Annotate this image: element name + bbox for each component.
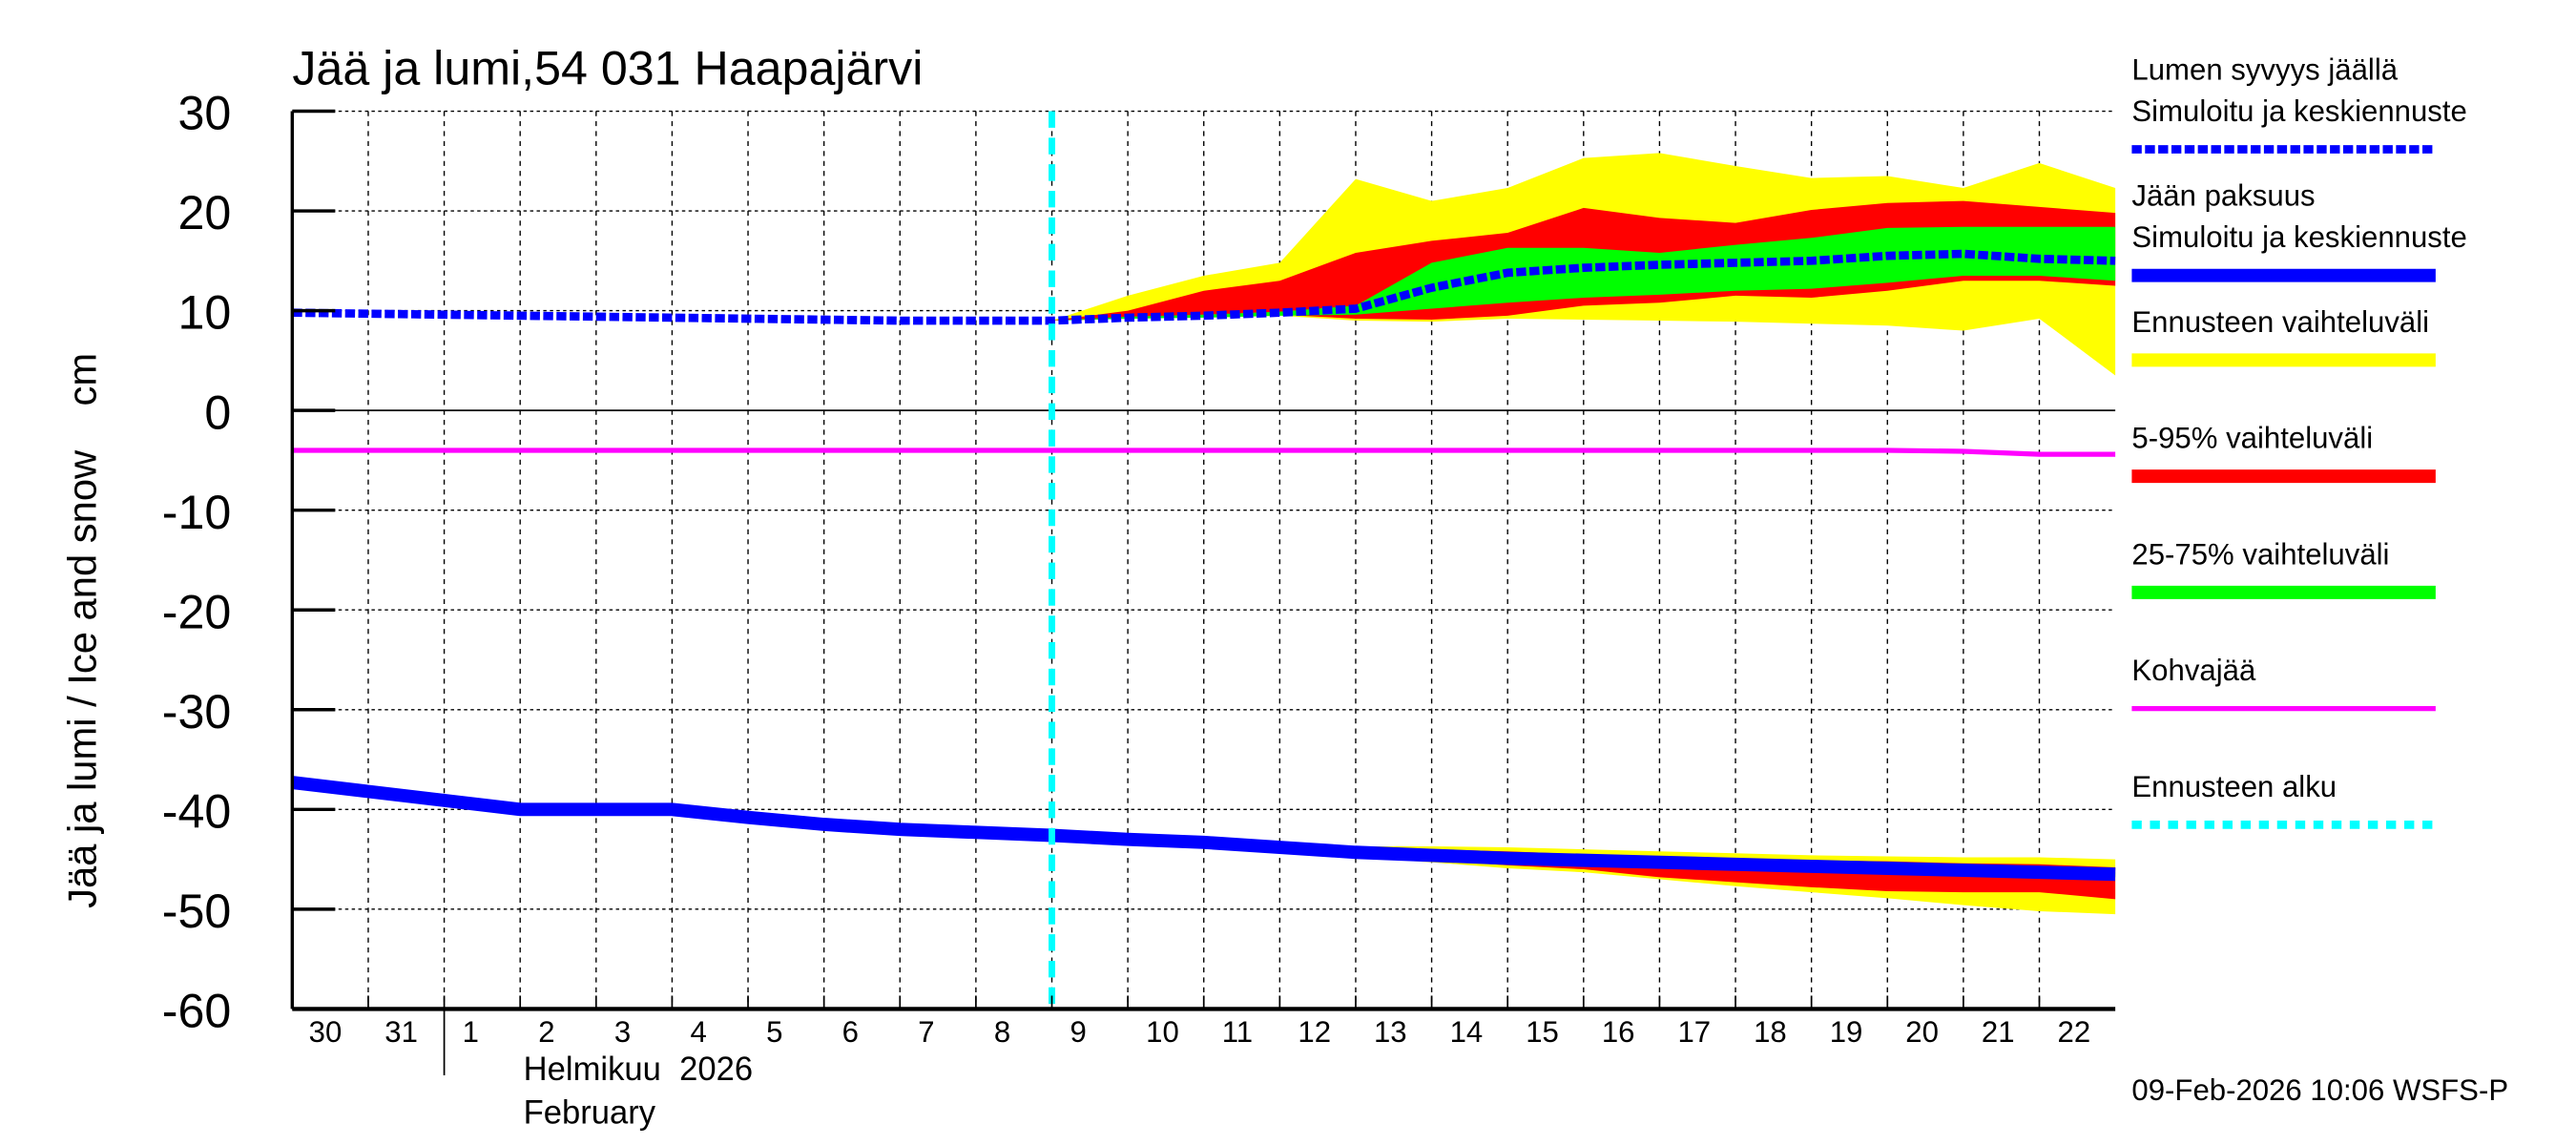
y-tick-label: -40 xyxy=(162,783,232,838)
legend-label: Kohvajää xyxy=(2131,654,2256,687)
ice-thickness-line xyxy=(291,776,2116,882)
x-tick-label: 4 xyxy=(690,1015,706,1049)
x-tick-label: 13 xyxy=(1374,1015,1407,1049)
legend-label: Ennusteen vaihteluväli xyxy=(2131,305,2429,339)
y-tick-label: 20 xyxy=(177,185,231,239)
x-tick-label: 6 xyxy=(842,1015,859,1049)
y-tick-label: -20 xyxy=(162,584,232,638)
y-axis-label: Jää ja lumi / Ice and snow cm xyxy=(59,353,104,908)
y-tick-label: -30 xyxy=(162,684,232,739)
y-tick-label: 0 xyxy=(204,385,231,439)
legend-label: 5-95% vaihteluväli xyxy=(2131,421,2373,454)
y-tick-label: -10 xyxy=(162,485,232,539)
y-tick-label: 30 xyxy=(177,86,231,140)
y-tick-label: 10 xyxy=(177,285,231,340)
x-tick-label: 22 xyxy=(2058,1015,2091,1049)
x-tick-label: 19 xyxy=(1830,1015,1863,1049)
legend: Lumen syvyys jäällä Simuloitu ja keskienn… xyxy=(2131,52,2467,829)
x-tick-label: 30 xyxy=(309,1015,343,1049)
legend-label: 25-75% vaihteluväli xyxy=(2131,537,2389,571)
x-tick-label: 2 xyxy=(538,1015,554,1049)
x-tick-label: 8 xyxy=(994,1015,1010,1049)
y-tick-label: -50 xyxy=(162,884,232,938)
chart-title: Jää ja lumi,54 031 Haapajärvi xyxy=(292,41,923,95)
x-tick-label: 15 xyxy=(1526,1015,1559,1049)
x-tick-label: 1 xyxy=(463,1015,479,1049)
x-tick-label: 16 xyxy=(1602,1015,1635,1049)
x-axis-month-label-en: February xyxy=(524,1094,656,1131)
x-tick-label: 17 xyxy=(1677,1015,1711,1049)
slush-ice-line xyxy=(292,448,2116,457)
legend-label: Simuloitu ja keskiennuste xyxy=(2131,94,2466,128)
legend-label: Simuloitu ja keskiennuste xyxy=(2131,220,2466,254)
x-tick-label: 31 xyxy=(384,1015,418,1049)
legend-label: Jään paksuus xyxy=(2131,179,2315,213)
x-tick-label: 12 xyxy=(1298,1015,1331,1049)
x-tick-label: 20 xyxy=(1905,1015,1939,1049)
x-tick-label: 7 xyxy=(918,1015,934,1049)
x-tick-label: 9 xyxy=(1070,1015,1087,1049)
x-tick-label: 10 xyxy=(1146,1015,1179,1049)
x-tick-label: 18 xyxy=(1754,1015,1787,1049)
x-tick-label: 11 xyxy=(1222,1015,1253,1049)
footer-timestamp: 09-Feb-2026 10:06 WSFS-P xyxy=(2131,1073,2508,1107)
x-tick-label: 21 xyxy=(1982,1015,2015,1049)
snow-depth-line xyxy=(292,249,2116,325)
legend-label: Lumen syvyys jäällä xyxy=(2131,52,2398,86)
y-tick-label: -60 xyxy=(162,983,232,1037)
x-axis-month-label: Helmikuu 2026 xyxy=(524,1051,753,1088)
series-lines xyxy=(291,111,2116,1010)
x-tick-label: 3 xyxy=(614,1015,631,1049)
x-tick-label: 5 xyxy=(766,1015,782,1049)
legend-label: Ennusteen alku xyxy=(2131,770,2337,803)
snow-range-25-75-band xyxy=(1051,226,2116,322)
x-tick-label: 14 xyxy=(1450,1015,1484,1049)
